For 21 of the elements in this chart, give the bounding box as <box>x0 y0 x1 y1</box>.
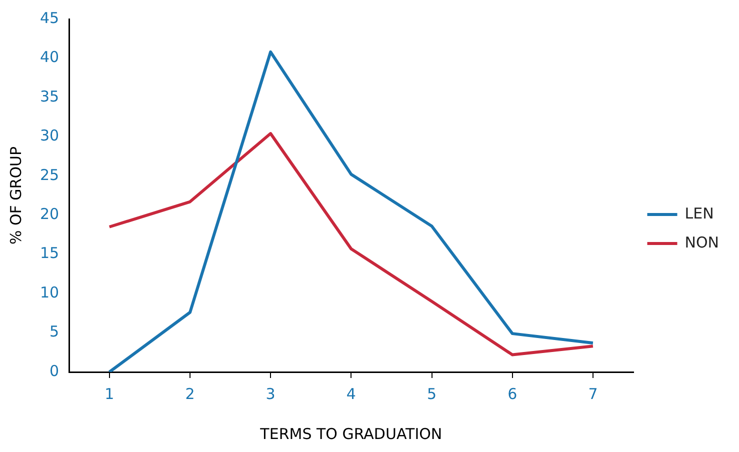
x-tick-label: 3 <box>266 384 276 403</box>
legend-label: LEN <box>684 204 714 222</box>
y-tick-label: 20 <box>40 205 60 223</box>
y-tick-label: 45 <box>40 8 60 27</box>
y-axis-title: % OF GROUP <box>6 146 25 245</box>
y-tick-label: 35 <box>40 87 60 106</box>
y-tick-label: 15 <box>40 244 60 262</box>
y-tick-label: 25 <box>40 166 60 184</box>
x-tick-label: 1 <box>104 384 114 403</box>
y-tick-label: 5 <box>50 322 60 341</box>
y-tick-label: 40 <box>40 48 60 66</box>
y-tick-label: 30 <box>40 126 60 145</box>
x-tick-label: 7 <box>588 384 598 403</box>
x-tick-label: 4 <box>346 384 356 403</box>
x-tick-label: 5 <box>426 384 437 403</box>
x-tick-label: 6 <box>508 384 518 403</box>
x-tick-label: 2 <box>185 384 195 403</box>
legend-label: NON <box>684 233 719 252</box>
y-tick-label: 0 <box>50 362 60 380</box>
x-axis-title: TERMS TO GRADUATION <box>259 424 442 443</box>
y-tick-label: 10 <box>40 283 60 302</box>
